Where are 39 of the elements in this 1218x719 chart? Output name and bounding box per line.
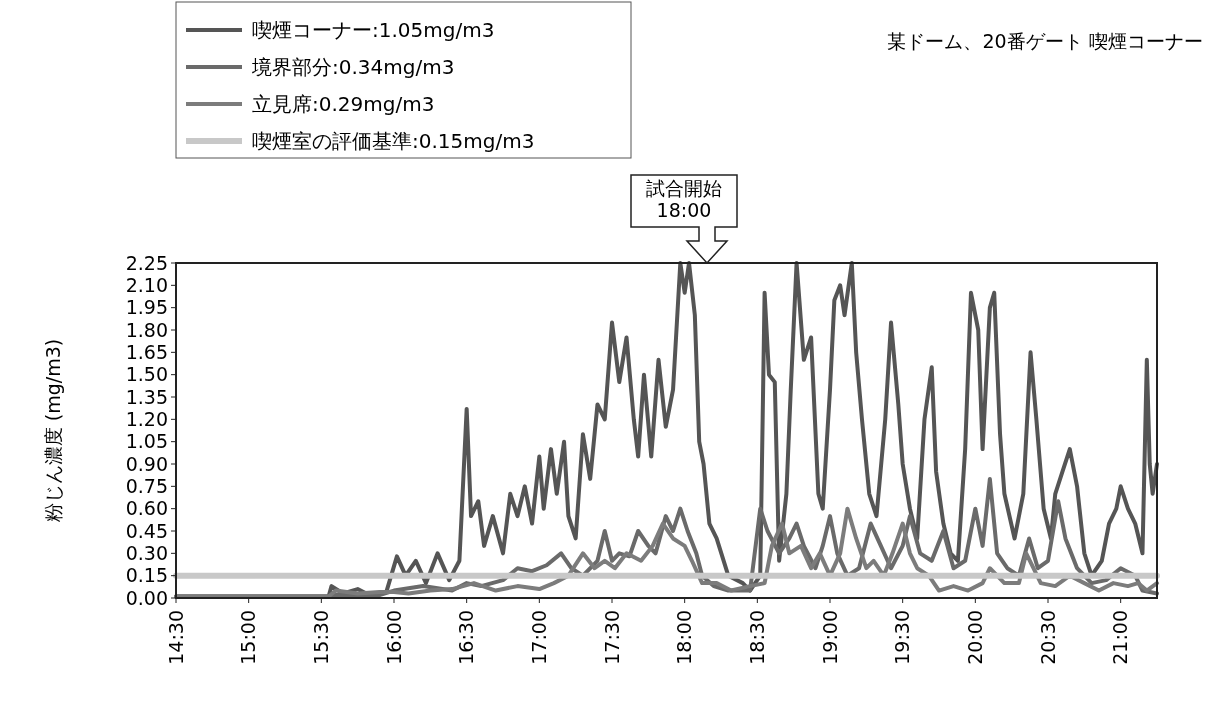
- y-tick-label: 1.95: [125, 296, 168, 319]
- line-series: [174, 506, 1159, 599]
- x-tick-label: 19:30: [891, 610, 914, 665]
- legend-label: 境界部分:0.34mg/m3: [251, 55, 455, 79]
- x-tick-label: 18:30: [745, 610, 768, 665]
- x-tick-label: 20:30: [1036, 610, 1059, 665]
- y-tick-label: 1.20: [125, 407, 168, 430]
- y-tick-label: 0.75: [125, 474, 168, 497]
- legend-label: 立見席:0.29mg/m3: [252, 92, 435, 116]
- x-tick-label: 18:00: [673, 610, 696, 665]
- y-tick-label: 0.45: [125, 519, 168, 542]
- x-tick-label: 17:00: [527, 610, 550, 665]
- y-tick-label: 1.65: [125, 340, 168, 363]
- y-tick-label: 1.50: [125, 363, 168, 386]
- line-series: [174, 261, 1159, 599]
- legend-label: 喫煙室の評価基準:0.15mg/m3: [252, 129, 535, 153]
- y-tick-label: 2.10: [125, 273, 168, 296]
- x-tick-label: 16:30: [455, 610, 478, 665]
- y-tick-label: 1.35: [125, 385, 168, 408]
- x-tick-label: 17:30: [600, 610, 623, 665]
- y-tick-label: 1.80: [125, 318, 168, 341]
- y-tick-label: 0.00: [125, 586, 168, 609]
- x-tick-label: 15:00: [237, 610, 260, 665]
- legend-label: 喫煙コーナー:1.05mg/m3: [252, 18, 495, 42]
- x-tick-label: 19:00: [818, 610, 841, 665]
- chart-title: 某ドーム、20番ゲート 喫煙コーナー: [887, 30, 1203, 52]
- text: 試合開始 18:00: [646, 177, 722, 221]
- x-tick-label: 16:00: [382, 610, 405, 665]
- x-tick-label: 14:30: [164, 610, 187, 665]
- y-axis-title: 粉じん濃度 (mg/m3): [42, 338, 64, 523]
- y-tick-label: 1.05: [125, 430, 168, 453]
- y-tick-label: 2.25: [125, 251, 168, 274]
- y-tick-label: 0.15: [125, 564, 168, 587]
- y-tick-label: 0.90: [125, 452, 168, 475]
- y-tick-label: 0.30: [125, 541, 168, 564]
- x-tick-label: 20:00: [963, 610, 986, 665]
- x-tick-label: 21:00: [1109, 610, 1132, 665]
- y-tick-label: 0.60: [125, 497, 168, 520]
- x-tick-label: 15:30: [309, 610, 332, 665]
